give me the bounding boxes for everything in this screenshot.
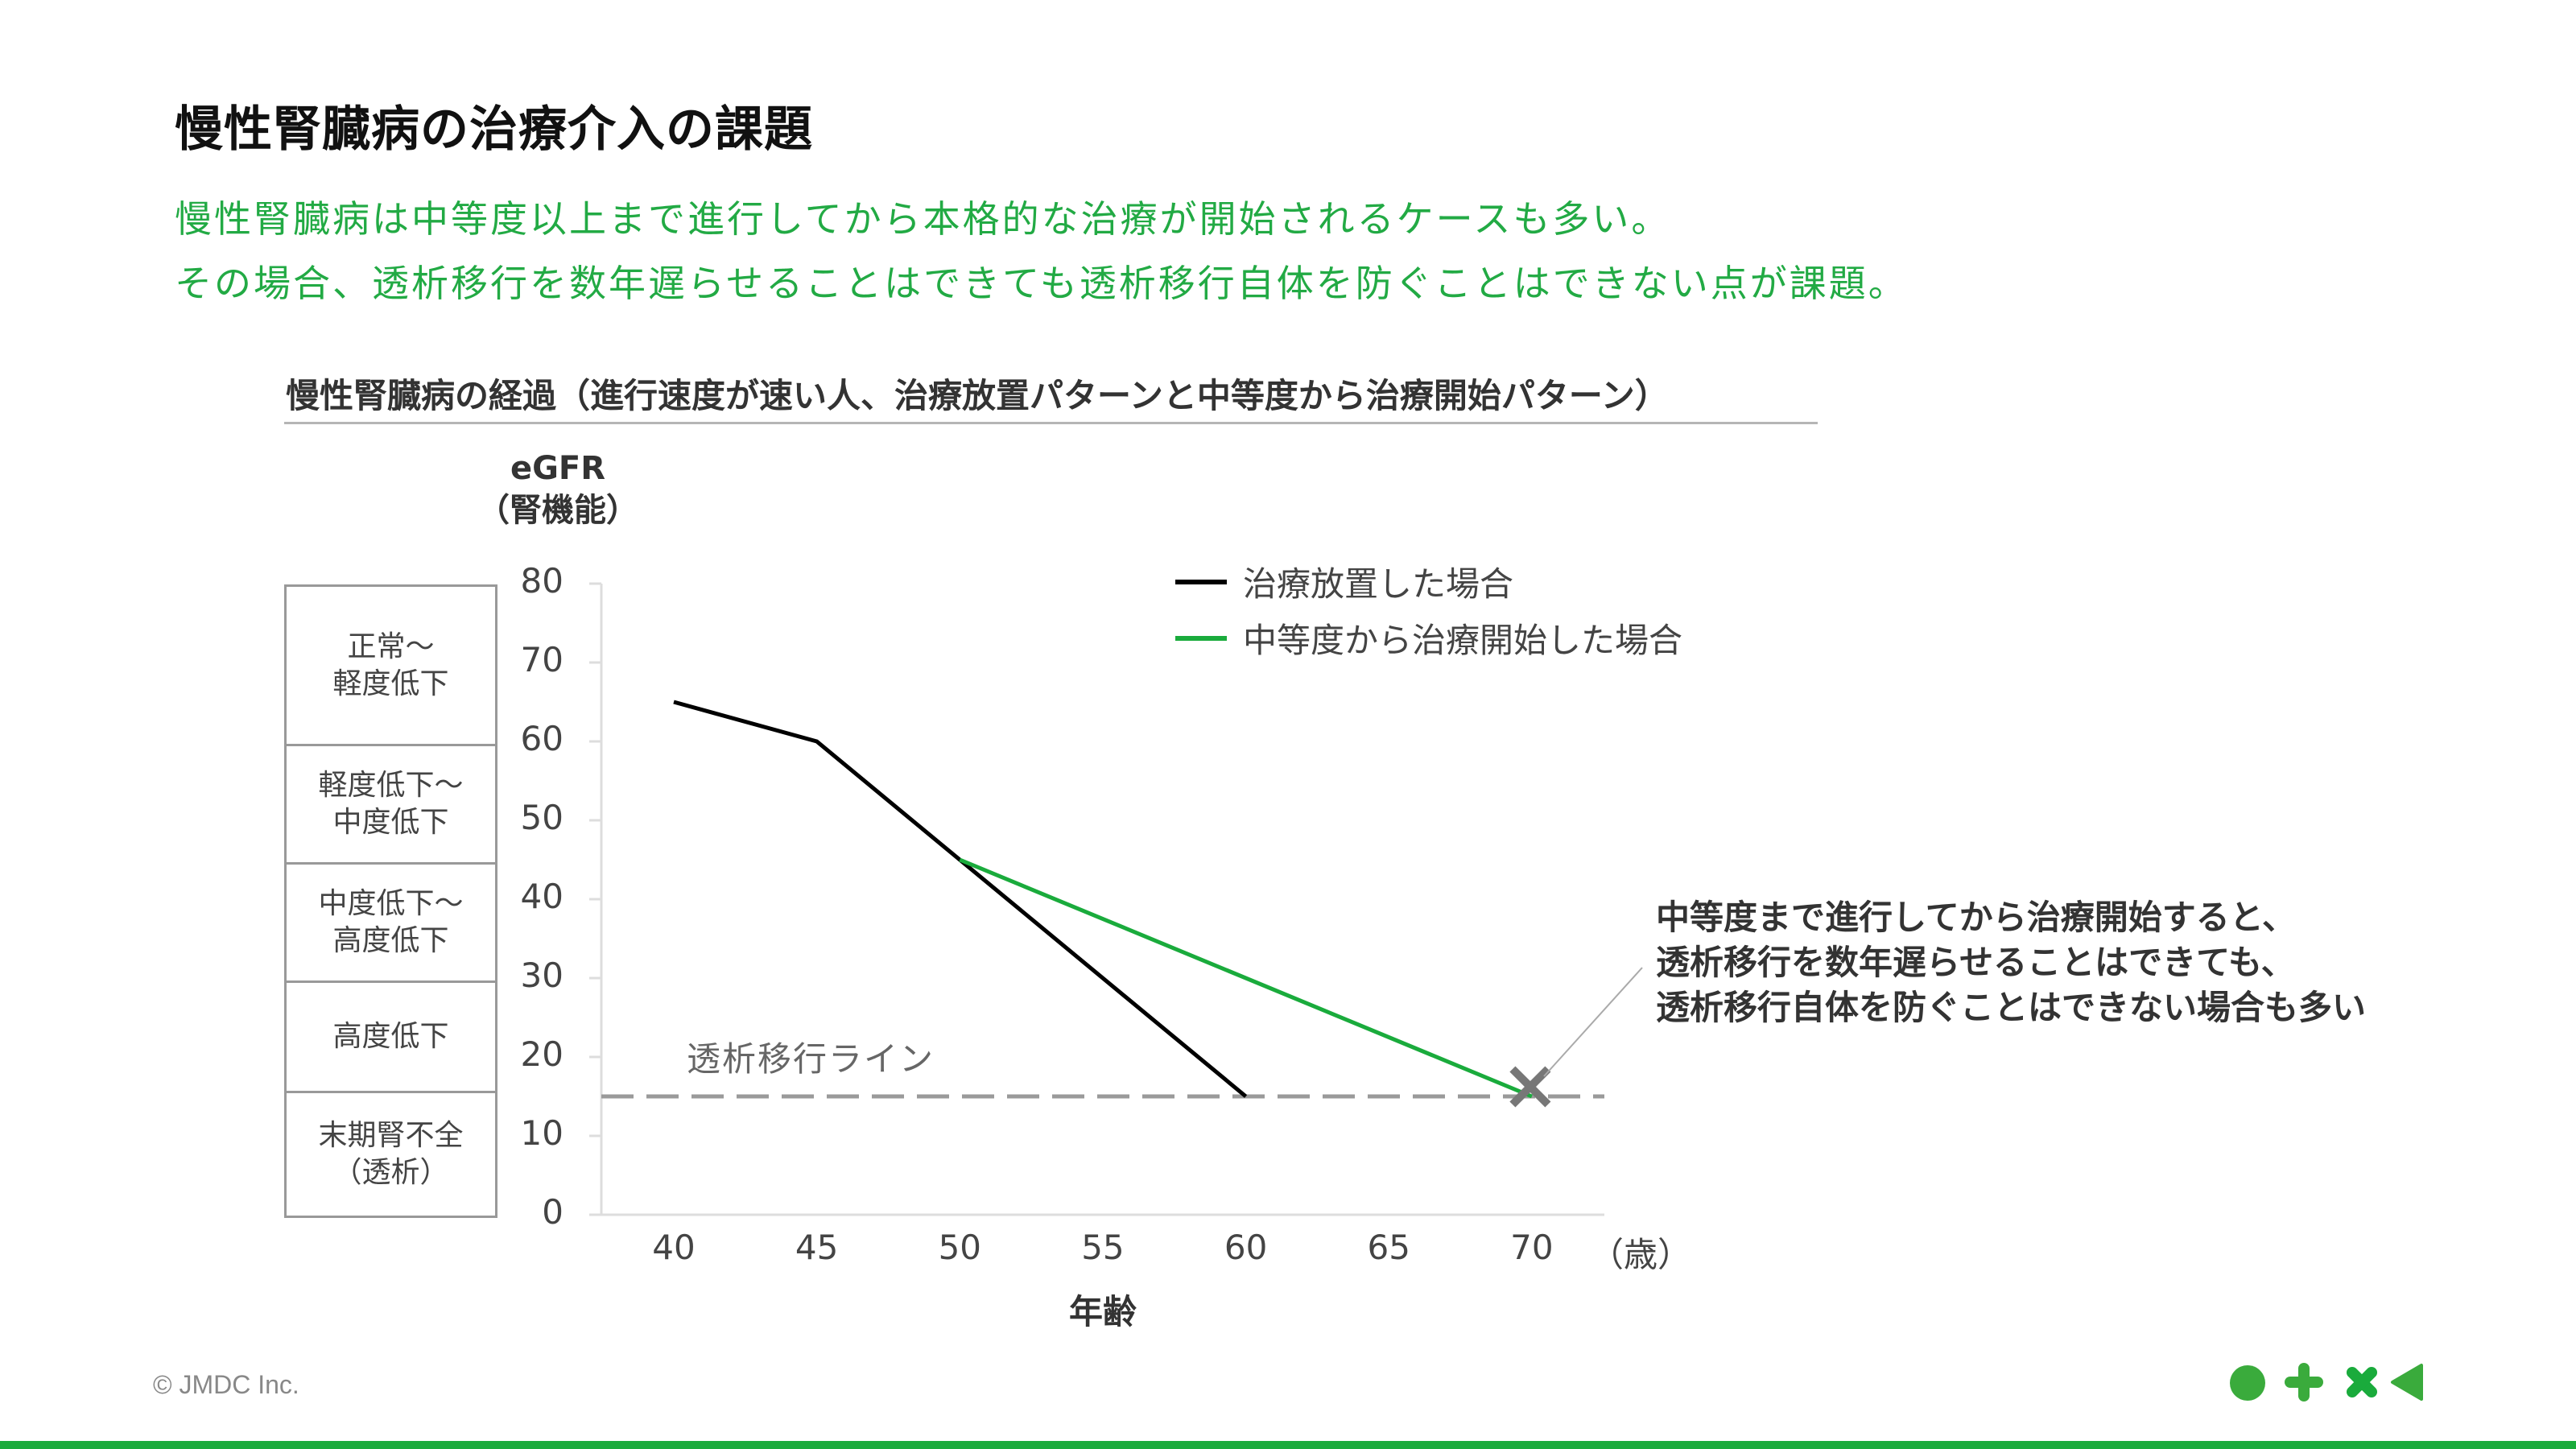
x-tick-label: 50 [938, 1228, 982, 1267]
circle-icon [2230, 1365, 2265, 1401]
y-tick-label: 80 [520, 561, 564, 601]
chart-markers [1509, 1066, 1551, 1108]
cross-icon [2346, 1366, 2378, 1398]
x-axis-label: 年齢 [1068, 1292, 1137, 1331]
y-tick-label: 50 [520, 798, 564, 837]
x-mark-icon [1509, 1066, 1551, 1108]
y-axis-label-sub: （腎機能） [477, 492, 638, 529]
series-untreated-line [673, 700, 1248, 1098]
y-tick-label: 10 [520, 1113, 564, 1153]
chart-axes [589, 582, 1604, 1216]
legend-swatch-black [1175, 579, 1227, 584]
x-tick-label: 70 [1510, 1228, 1554, 1267]
x-tick-label: 65 [1367, 1228, 1410, 1267]
x-tick-label: 45 [795, 1228, 839, 1267]
x-axis-unit: （歳） [1590, 1235, 1692, 1274]
y-tick-label: 70 [520, 640, 564, 679]
x-tick-label: 55 [1081, 1228, 1125, 1267]
chart-heading: 慢性腎臓病の経過（進行速度が速い人、治療放置パターンと中等度から治療開始パターン… [286, 376, 1669, 415]
y-tick-label: 0 [542, 1192, 564, 1232]
y-tick-label: 40 [520, 877, 564, 916]
y-axis-label: eGFR （腎機能） [477, 448, 638, 531]
lead-line-1: 慢性腎臓病は中等度以上まで進行してから本格的な治療が開始されるケースも多い。 [175, 197, 1671, 241]
stage-band: 中度低下～ 高度低下 [284, 862, 497, 983]
x-tick-label: 40 [652, 1228, 696, 1267]
legend-item-treated: 中等度から治療開始した場合 [1175, 613, 1682, 663]
stage-band: 正常～ 軽度低下 [284, 584, 497, 746]
legend-swatch-green [1175, 635, 1227, 641]
y-tick-label: 20 [520, 1034, 564, 1074]
bottom-accent-bar [0, 1441, 2576, 1449]
slide-title: 慢性腎臓病の治療介入の課題 [175, 101, 813, 158]
chart-series [673, 700, 1533, 1099]
chart-annotation: 中等度まで進行してから治療開始すると、 透析移行を数年遅らせることはできても、 … [1656, 898, 2367, 1027]
y-tick-label: 60 [520, 719, 564, 758]
dialysis-line-label: 透析移行ライン [687, 1039, 935, 1079]
brand-logo [2230, 1363, 2423, 1402]
y-axis-label-main: eGFR [510, 450, 606, 487]
x-tick-label: 60 [1224, 1228, 1268, 1267]
chart-heading-divider [284, 422, 1818, 424]
annotation-leader-line [1543, 967, 1643, 1077]
copyright-text: © JMDC Inc. [153, 1370, 299, 1399]
series-treated-line [959, 857, 1533, 1099]
legend-label: 治療放置した場合 [1243, 564, 1514, 604]
plus-icon [2285, 1363, 2323, 1402]
legend-label: 中等度から治療開始した場合 [1243, 621, 1683, 660]
legend-item-untreated: 治療放置した場合 [1175, 557, 1513, 606]
stage-band: 末期腎不全 （透析） [284, 1091, 497, 1218]
triangle-left-icon [2391, 1364, 2423, 1401]
y-tick-label: 30 [520, 956, 564, 995]
lead-line-2: その場合、透析移行を数年遅らせることはできても透析移行自体を防ぐことはできない点… [175, 262, 1908, 305]
